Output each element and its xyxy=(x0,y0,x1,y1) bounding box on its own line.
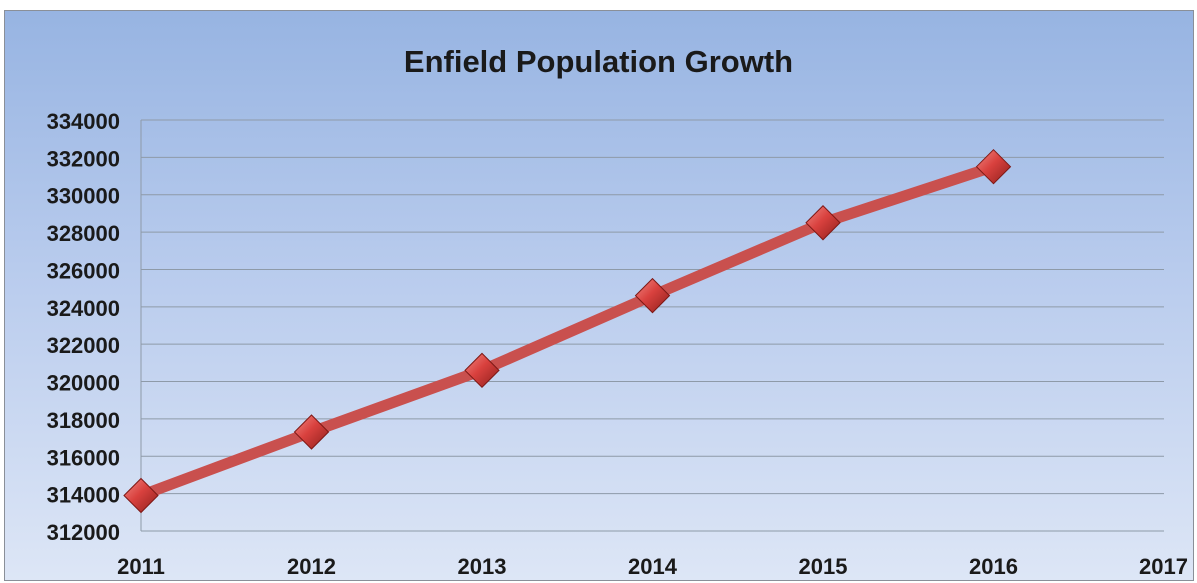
x-tick-label: 2013 xyxy=(458,554,507,579)
y-tick-label: 312000 xyxy=(47,520,120,545)
x-tick-label: 2016 xyxy=(969,554,1018,579)
data-point-marker xyxy=(634,277,671,314)
y-tick-label: 326000 xyxy=(47,258,120,283)
y-axis-ticks: 334000 332000 330000 328000 326000 324000 3220… xyxy=(47,109,120,545)
y-tick-label: 324000 xyxy=(47,296,120,321)
data-point-marker xyxy=(464,352,500,389)
x-tick-label: 2011 xyxy=(117,554,165,579)
chart-frame xyxy=(4,10,1194,581)
grid-lines xyxy=(140,119,1164,532)
data-point-marker xyxy=(975,148,1012,185)
y-tick-label: 320000 xyxy=(47,371,120,396)
series-line xyxy=(135,161,999,502)
chart-title: Enfield Population Growth xyxy=(403,44,794,79)
y-tick-label: 322000 xyxy=(47,333,120,358)
x-tick-label: 2014 xyxy=(628,554,678,579)
y-tick-label: 316000 xyxy=(47,445,120,470)
y-tick-label: 334000 xyxy=(47,109,120,134)
y-tick-label: 318000 xyxy=(47,408,120,433)
y-tick-label: 330000 xyxy=(47,184,120,209)
y-tick-label: 332000 xyxy=(47,146,120,171)
y-tick-label: 328000 xyxy=(47,221,120,246)
x-tick-label: 2012 xyxy=(287,554,336,579)
x-tick-label: 2015 xyxy=(799,554,848,579)
series-layer xyxy=(123,148,1012,514)
x-tick-label: 2017 xyxy=(1139,554,1188,579)
y-tick-label: 314000 xyxy=(47,483,120,508)
data-point-marker xyxy=(805,205,841,241)
data-point-marker xyxy=(123,477,159,514)
data-point-marker xyxy=(293,414,330,450)
x-axis-ticks: 2011 2012 2013 2014 2015 2016 2017 xyxy=(117,554,1188,579)
